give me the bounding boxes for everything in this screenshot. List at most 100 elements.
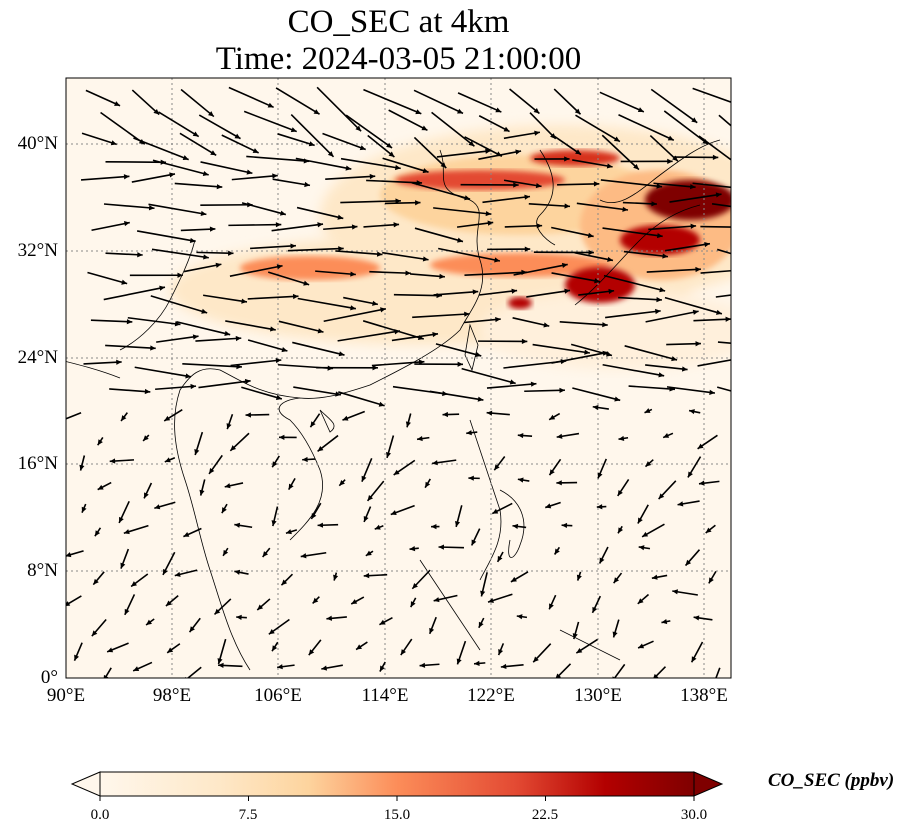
wind-arrow-head	[712, 154, 719, 161]
wind-arrow-head	[116, 359, 122, 365]
wind-arrow-shaft	[433, 290, 479, 296]
wind-arrow-shaft	[575, 114, 621, 143]
wind-arrow-shaft	[133, 137, 189, 161]
wind-arrow-head	[169, 172, 175, 178]
wind-arrow-head	[201, 308, 208, 314]
wind-arrow-shaft	[600, 179, 663, 188]
wind-arrow-head	[335, 391, 341, 397]
wind-arrow-head	[656, 297, 662, 303]
wind-arrow-head	[495, 107, 502, 113]
wind-arrow-head	[572, 633, 578, 640]
wind-arrow-head	[182, 155, 189, 161]
wind-arrow-head	[651, 574, 658, 580]
wind-arrow-shaft	[363, 223, 400, 228]
colorbar	[70, 771, 724, 801]
wind-arrow-shaft	[156, 335, 199, 343]
wind-arrow-shaft	[435, 343, 482, 357]
wind-arrow-head	[556, 433, 563, 439]
wind-arrow-shaft	[602, 363, 665, 377]
wind-arrow-shaft	[183, 263, 222, 273]
wind-arrow-head	[687, 471, 693, 478]
wind-arrow-head	[497, 555, 503, 562]
wind-arrow-shaft	[532, 343, 590, 354]
wind-arrow-head	[281, 347, 288, 353]
wind-arrow-shaft	[275, 87, 320, 115]
wind-arrow-shaft	[338, 391, 385, 407]
wind-arrow-head	[165, 600, 172, 607]
wind-arrow-shaft	[180, 228, 216, 232]
wind-arrow-shaft	[229, 264, 283, 277]
wind-arrow-head	[464, 195, 471, 201]
wind-arrow-head	[271, 520, 277, 527]
wind-arrow-shaft	[646, 268, 701, 273]
wind-arrow-head	[612, 631, 618, 638]
wind-arrow-head	[119, 516, 124, 523]
wind-arrow-shaft	[131, 89, 160, 116]
wind-arrow-shaft	[150, 295, 208, 314]
wind-arrow-head	[281, 579, 288, 586]
lon-tick: 98°E	[152, 685, 192, 706]
wind-arrow-shaft	[438, 247, 501, 262]
wind-arrow-head	[695, 266, 701, 273]
wind-arrow-shaft	[241, 202, 287, 216]
wind-arrow-shaft	[109, 388, 151, 393]
wind-arrow-shaft	[221, 134, 259, 154]
wind-arrow-head	[313, 109, 320, 115]
wind-arrow-head	[275, 222, 282, 228]
wind-arrow-shaft	[325, 175, 376, 180]
wind-arrow-shaft	[613, 663, 626, 678]
wind-arrow-shaft	[250, 244, 296, 250]
wind-arrow-shaft	[509, 88, 540, 115]
wind-arrow-head	[350, 305, 356, 311]
wind-arrow-shaft	[388, 109, 428, 131]
wind-arrow-shaft	[200, 161, 253, 175]
wind-arrow-head	[210, 150, 217, 156]
wind-arrow-shaft	[323, 225, 358, 231]
wind-arrow-head	[385, 451, 392, 458]
wind-arrow-shaft	[693, 318, 731, 322]
wind-arrow-head	[350, 271, 356, 277]
wind-arrow-head	[66, 601, 71, 606]
wind-arrow-shaft	[371, 360, 425, 367]
wind-arrow-head	[740, 267, 746, 272]
wind-arrow-head	[500, 663, 507, 670]
wind-arrow-head	[494, 257, 500, 263]
wind-arrow-head	[613, 136, 620, 142]
wind-arrow-shaft	[628, 385, 676, 391]
wind-arrow-shaft	[482, 195, 531, 204]
wind-arrow-head	[123, 174, 130, 180]
wind-arrow-shaft	[83, 361, 122, 365]
wind-arrow-head	[394, 329, 400, 335]
wind-arrow-head	[203, 254, 209, 260]
wind-arrow-head	[246, 169, 253, 175]
wind-arrow-head	[637, 107, 644, 113]
wind-arrow-head	[667, 135, 674, 141]
wind-arrow-shaft	[464, 271, 527, 276]
wind-arrow-head	[521, 338, 528, 345]
wind-arrow-head	[345, 165, 352, 171]
wind-arrow-head	[597, 472, 603, 479]
wind-arrow-shaft	[413, 136, 447, 169]
wind-arrow-head	[234, 133, 241, 139]
wind-arrow-shaft	[293, 386, 342, 396]
wind-arrow-shaft	[553, 88, 582, 115]
wind-arrow-head	[124, 608, 130, 615]
wind-arrow-shaft	[198, 379, 251, 389]
wind-arrow-head	[691, 117, 698, 123]
wind-arrow-head	[645, 461, 652, 467]
wind-arrow-head	[107, 647, 114, 653]
lat-tick: 32°N	[17, 240, 58, 261]
wind-arrow-head	[317, 328, 324, 334]
wind-arrow-head	[217, 658, 223, 665]
wind-arrow-head	[715, 309, 722, 315]
wind-arrow-head	[442, 411, 448, 418]
wind-arrow-head	[216, 184, 223, 190]
wind-arrow-shaft	[645, 310, 699, 323]
wind-arrow-shaft	[411, 181, 471, 200]
wind-arrow-head	[708, 577, 714, 584]
wind-arrow-head	[123, 221, 130, 227]
wind-arrow-head	[388, 151, 395, 157]
wind-arrow-head	[66, 552, 72, 558]
wind-arrow-head	[279, 210, 286, 216]
wind-arrow-shaft	[272, 178, 311, 187]
